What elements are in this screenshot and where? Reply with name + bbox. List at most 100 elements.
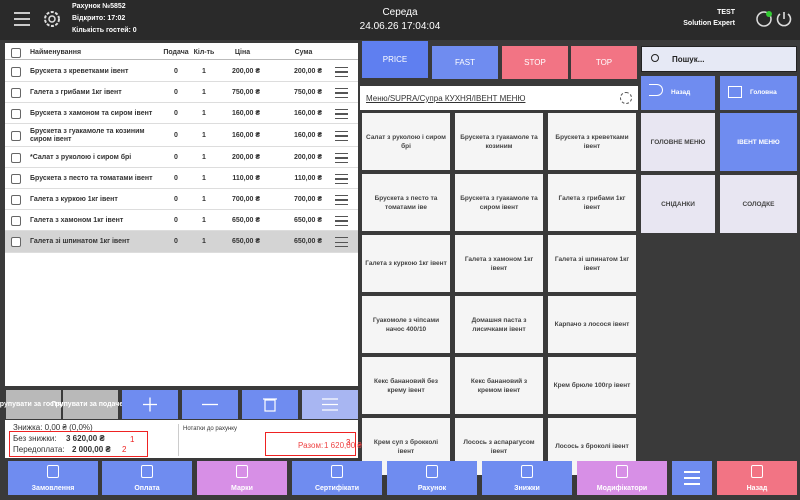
bottom-button[interactable]: Сертифікати <box>292 461 382 495</box>
bottom-button[interactable]: Назад <box>717 461 797 495</box>
breadcrumb[interactable]: Меню/SUPRA/Супра КУХНЯ/ІВЕНТ МЕНЮ <box>366 94 526 103</box>
search-box[interactable]: Пошук... <box>641 46 797 72</box>
menu-item[interactable]: Салат з руколою і сиром брі <box>362 113 450 170</box>
menu-item[interactable]: Галета з хамоном 1кг івент <box>455 235 543 292</box>
order-row[interactable] <box>5 103 358 124</box>
menu-item[interactable]: Домашня паста з лисичками івент <box>455 296 543 353</box>
group-guests-button[interactable]: Групувати за гостями <box>0 390 71 419</box>
menu-tab[interactable]: FAST <box>432 46 498 79</box>
row-menu[interactable] <box>335 130 348 141</box>
order-row[interactable] <box>5 189 358 210</box>
menu-item[interactable]: Галета зі шпинатом 1кг івент <box>548 235 636 292</box>
row-cell: Галета з грибами 1кг івент <box>30 88 122 96</box>
chat-icon[interactable] <box>755 10 773 28</box>
column-header: Сума <box>294 49 313 56</box>
row-menu[interactable] <box>335 237 348 247</box>
category-button[interactable]: ІВЕНТ МЕНЮ <box>720 113 797 171</box>
home-icon <box>728 86 742 98</box>
row-checkbox[interactable] <box>11 173 21 184</box>
row-cell: 1 <box>202 131 206 139</box>
menu-item[interactable]: Брускета з песто та томатами іве <box>362 174 450 231</box>
row-menu[interactable] <box>335 66 348 77</box>
bottom-button[interactable]: Оплата <box>102 461 192 495</box>
row-checkbox[interactable] <box>11 108 21 119</box>
button-icon <box>143 397 157 412</box>
header-checkbox[interactable] <box>11 48 21 58</box>
menu-item[interactable]: Брускета з креветками івент <box>548 113 636 170</box>
breadcrumb-settings[interactable] <box>620 92 632 104</box>
row-checkbox[interactable] <box>11 194 21 205</box>
row-cell: Брускета з креветками івент <box>30 67 129 75</box>
menu-item[interactable]: Галета з грибами 1кг івент <box>548 174 636 231</box>
row-cell: Галета зі шпинатом 1кг івент <box>30 238 130 245</box>
row-menu[interactable] <box>335 194 348 205</box>
row-checkbox[interactable] <box>11 237 21 247</box>
row-menu[interactable] <box>335 108 348 119</box>
row-checkbox[interactable] <box>11 152 21 163</box>
menu-item[interactable]: Карпачо з лосося івент <box>548 296 636 353</box>
menu-item[interactable]: Гуакомоле з чіпсами начос 400/10 <box>362 296 450 353</box>
order-row[interactable] <box>5 210 358 231</box>
list-icon-line <box>684 483 700 485</box>
menu-item[interactable]: Брускета з гуакамоле та сиром івент <box>455 174 543 231</box>
row-cell: 0 <box>174 153 178 161</box>
order-row[interactable] <box>5 231 358 253</box>
menu-tab[interactable]: STOP <box>502 46 568 79</box>
order-row[interactable] <box>5 82 358 103</box>
category-button[interactable]: СОЛОДКЕ <box>720 175 797 233</box>
bottom-button[interactable]: Рахунок <box>387 461 477 495</box>
row-checkbox[interactable] <box>11 87 21 98</box>
bottom-button[interactable]: Марки <box>197 461 287 495</box>
bottom-button[interactable]: Модифікатори <box>577 461 667 495</box>
order-row[interactable] <box>5 147 358 168</box>
menu-item[interactable]: Брускета з гуакамоле та козиним <box>455 113 543 170</box>
menu-item[interactable]: Кекс банановий з кремом івент <box>455 357 543 414</box>
category-button[interactable]: ГОЛОВНЕ МЕНЮ <box>641 113 715 171</box>
row-menu[interactable] <box>335 215 348 226</box>
menu-item[interactable]: Кекс банановий без крему івент <box>362 357 450 414</box>
row-menu[interactable] <box>335 173 348 184</box>
row-menu-mid <box>335 241 348 243</box>
button-icon <box>202 403 218 406</box>
annotation-label: 3 <box>346 438 351 447</box>
delete-button[interactable] <box>242 390 298 419</box>
order-row[interactable] <box>5 61 358 82</box>
add-button[interactable] <box>122 390 178 419</box>
menu-icon[interactable] <box>12 10 32 28</box>
row-menu[interactable] <box>335 87 348 98</box>
order-row[interactable] <box>5 168 358 189</box>
row-cell: 650,00 ₴ <box>293 238 322 245</box>
menu-item[interactable]: Крем брюле 100гр івент <box>548 357 636 414</box>
row-cell: 0 <box>174 195 178 203</box>
menu-tab[interactable]: TOP <box>571 46 637 79</box>
row-cell: 160,00 ₴ <box>293 131 322 139</box>
row-checkbox[interactable] <box>11 66 21 77</box>
bottom-button[interactable]: Знижки <box>482 461 572 495</box>
group-course-button[interactable]: Групувати за подачею <box>52 390 129 419</box>
menu-tab[interactable]: PRICE <box>362 41 428 78</box>
settings-icon[interactable] <box>42 9 62 29</box>
total-label: Разом: <box>298 441 324 450</box>
column-header: Кіл-ть <box>193 49 215 56</box>
row-checkbox[interactable] <box>11 215 21 226</box>
annotation-label: 1 <box>130 435 135 444</box>
row-menu-mid <box>335 157 348 159</box>
order-row[interactable] <box>5 124 358 147</box>
row-menu[interactable] <box>335 152 348 163</box>
menu-item[interactable]: Галета з куркою 1кг івент <box>362 235 450 292</box>
list-button[interactable] <box>302 390 358 419</box>
row-cell: 0 <box>174 238 178 245</box>
row-menu-mid <box>335 199 348 201</box>
no-discount-value: 3 620,00 ₴ <box>66 434 105 443</box>
order-table <box>5 43 358 386</box>
power-icon[interactable] <box>775 10 793 28</box>
home-button[interactable]: Головна <box>720 76 797 110</box>
row-checkbox[interactable] <box>11 130 21 141</box>
column-header: Подача <box>163 49 189 56</box>
remove-button[interactable] <box>182 390 238 419</box>
row-cell: 0 <box>174 174 178 182</box>
category-button[interactable]: СНІДАНКИ <box>641 175 715 233</box>
bottom-button[interactable]: Замовлення <box>8 461 98 495</box>
row-cell: 0 <box>174 109 178 117</box>
row-cell: 650,00 ₴ <box>231 238 260 245</box>
